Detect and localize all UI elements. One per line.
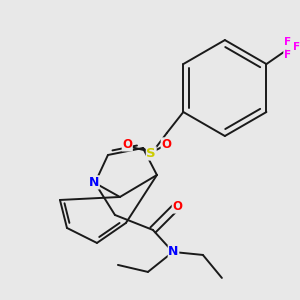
- Text: O: O: [122, 138, 132, 151]
- Text: O: O: [161, 138, 171, 151]
- Text: F: F: [293, 42, 300, 52]
- Text: N: N: [168, 245, 179, 258]
- Text: O: O: [172, 200, 182, 213]
- Text: N: N: [89, 176, 99, 189]
- Text: S: S: [146, 147, 156, 160]
- Text: F: F: [284, 37, 291, 46]
- Text: F: F: [284, 50, 291, 60]
